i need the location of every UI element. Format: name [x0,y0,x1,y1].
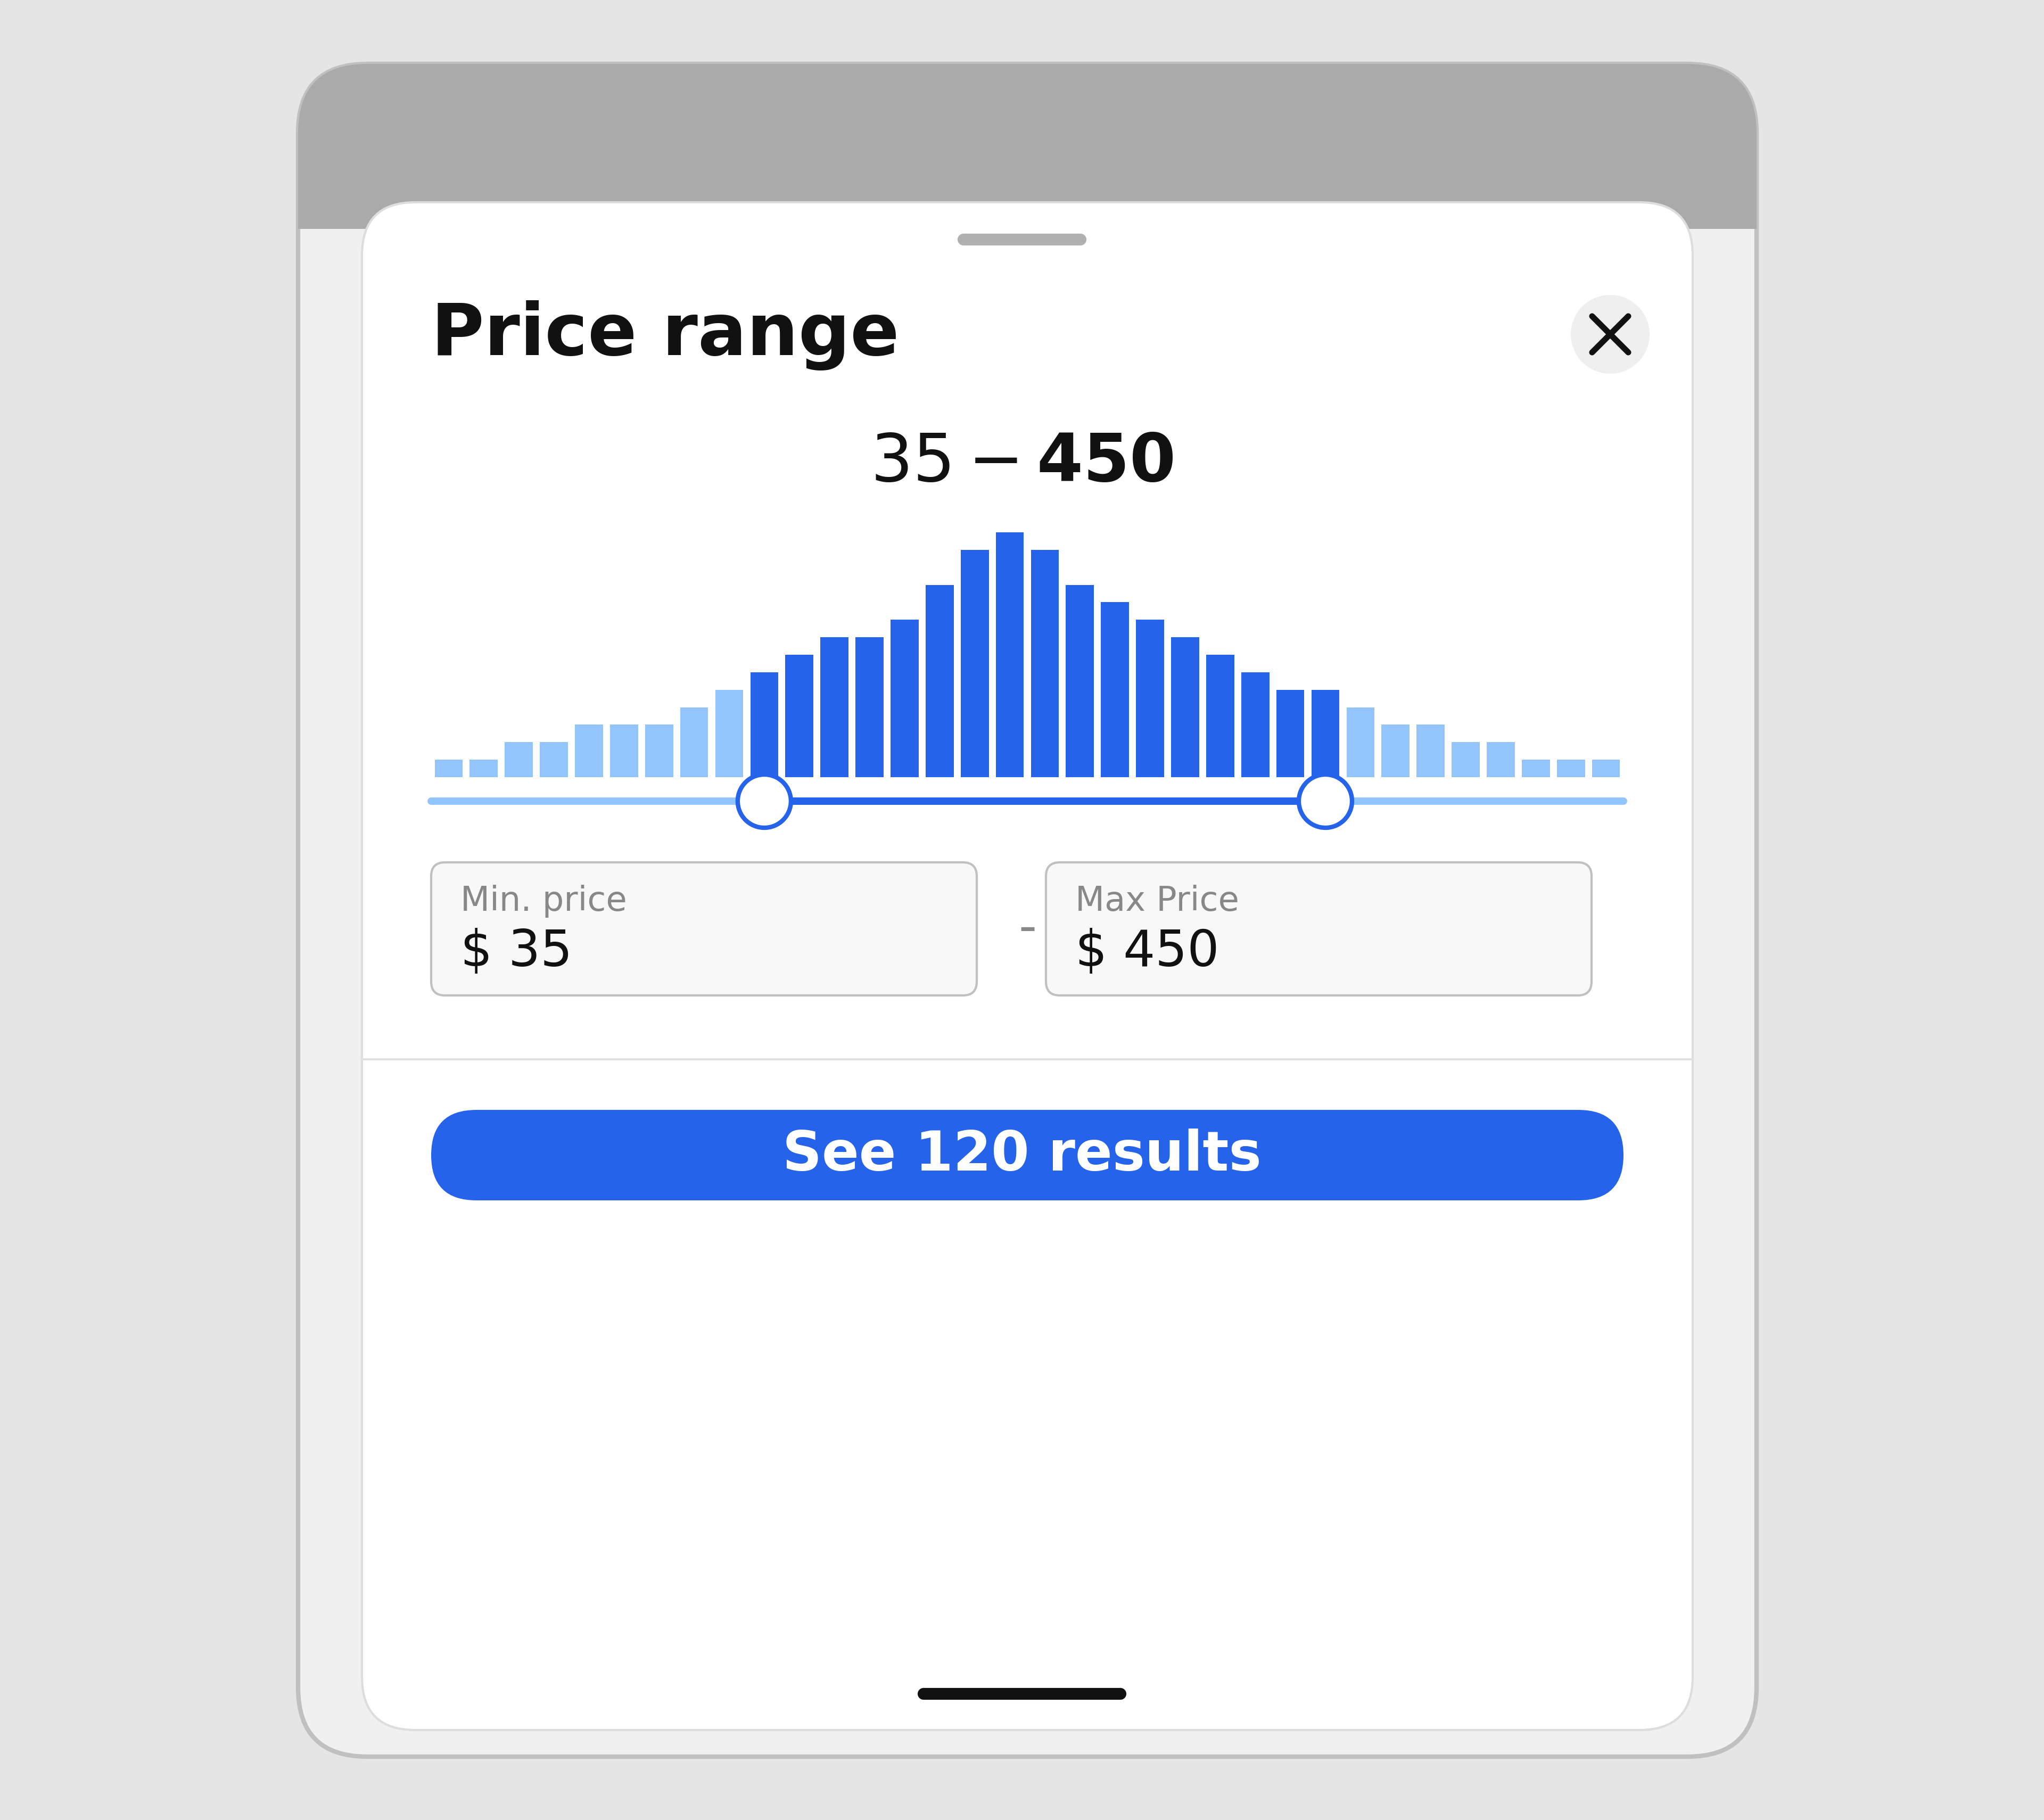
Bar [298,146,1756,229]
Circle shape [1298,775,1351,828]
Bar [1136,621,1165,777]
Bar [750,672,779,777]
Bar [926,584,955,777]
Bar [1312,690,1339,777]
Text: $ 450: $ 450 [1075,928,1218,977]
Bar [1241,672,1269,777]
Bar [1592,759,1621,777]
Text: $35 - $450: $35 - $450 [871,431,1173,495]
Bar [646,724,672,777]
Text: -: - [1018,905,1036,954]
Bar [995,531,1024,777]
Bar [1451,743,1480,777]
Circle shape [738,775,791,828]
Bar [505,743,533,777]
Text: Min. price: Min. price [460,885,628,917]
Bar [470,759,499,777]
Bar [785,655,814,777]
FancyBboxPatch shape [431,863,977,996]
Bar [1030,550,1059,777]
Bar [1206,655,1235,777]
Bar [1523,759,1549,777]
Bar [856,637,883,777]
Text: See 120 results: See 120 results [783,1128,1261,1181]
Bar [1171,637,1200,777]
FancyBboxPatch shape [1047,863,1592,996]
FancyBboxPatch shape [298,64,1756,229]
Bar [681,708,707,777]
Bar [891,621,918,777]
Bar [1102,602,1128,777]
Bar [961,550,989,777]
Bar [1416,724,1445,777]
Bar [1382,724,1410,777]
Bar [1347,708,1374,777]
Bar [820,637,848,777]
Text: $ 35: $ 35 [460,928,572,977]
FancyBboxPatch shape [298,64,1756,1756]
Bar [609,724,638,777]
Bar [435,759,462,777]
Bar [574,724,603,777]
FancyBboxPatch shape [362,202,1692,1731]
Bar [715,690,744,777]
Bar [1486,743,1515,777]
Bar [1275,690,1304,777]
Bar [540,743,568,777]
FancyBboxPatch shape [431,1110,1623,1201]
Text: Max Price: Max Price [1075,885,1239,917]
Text: Price range: Price range [431,300,899,371]
Bar [1558,759,1584,777]
Circle shape [1570,295,1650,373]
Bar [1065,584,1094,777]
